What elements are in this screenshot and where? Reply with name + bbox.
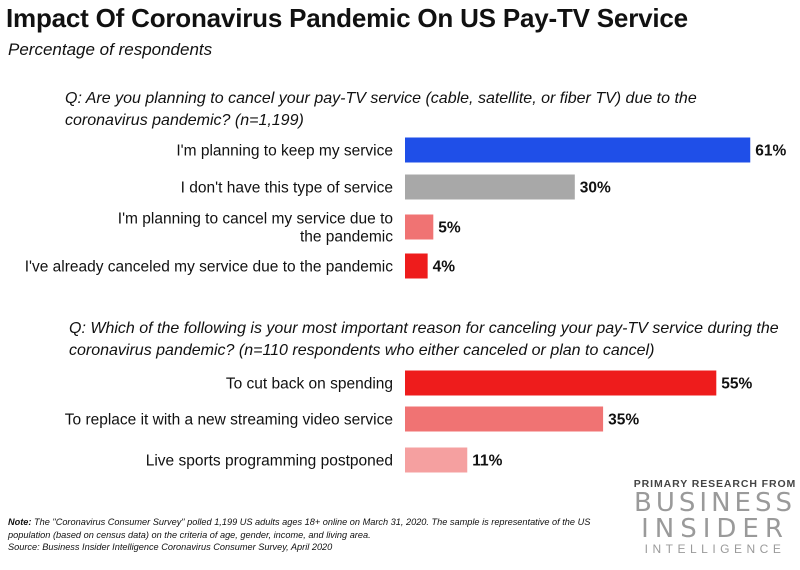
footnote: Note: The "Coronavirus Consumer Survey" … — [8, 516, 618, 554]
category-label-1-1: I'm planning to keep my service — [176, 143, 393, 160]
bar-1-4 — [405, 253, 428, 279]
category-label-2-3: Live sports programming postponed — [146, 453, 393, 470]
category-label-1-4: I've already canceled my service due to … — [25, 259, 394, 276]
bar-1-1 — [405, 137, 751, 163]
brand-name-line-3: INTELLIGENCE — [644, 542, 786, 556]
brand-tagline: PRIMARY RESEARCH FROM — [633, 478, 797, 490]
bar-2-3 — [405, 447, 468, 473]
question-1: Q: Are you planning to cancel your pay-T… — [65, 90, 697, 129]
value-label-1-4: 4% — [433, 259, 456, 276]
value-label-1-3: 5% — [438, 220, 461, 237]
value-label-1-1: 61% — [755, 143, 786, 160]
question-2: Q: Which of the following is your most i… — [69, 320, 779, 359]
bar-1-3 — [405, 214, 434, 240]
value-label-1-2: 30% — [580, 180, 611, 197]
source-text: Source: Business Insider Intelligence Co… — [8, 542, 333, 552]
bar-2-2 — [405, 406, 604, 432]
category-label-2-1: To cut back on spending — [226, 376, 393, 393]
value-label-2-3: 11% — [472, 453, 502, 470]
note-label: Note: — [8, 517, 32, 527]
brand-logo: PRIMARY RESEARCH FROM BUSINESS INSIDER I… — [630, 478, 800, 556]
value-label-2-1: 55% — [721, 376, 752, 393]
category-label-1-2: I don't have this type of service — [181, 180, 393, 197]
brand-name-line-1: BUSINESS — [634, 488, 796, 518]
bar-1-2 — [405, 174, 575, 200]
value-label-2-2: 35% — [608, 412, 639, 429]
chart-subtitle: Percentage of respondents — [8, 40, 213, 59]
category-label-1-3: I'm planning to cancel my service due to… — [118, 211, 393, 246]
note-text: The "Coronavirus Consumer Survey" polled… — [8, 517, 591, 540]
bar-2-1 — [405, 370, 717, 396]
brand-name-line-2: INSIDER — [641, 514, 789, 544]
chart-title: Impact Of Coronavirus Pandemic On US Pay… — [6, 3, 688, 33]
category-label-2-2: To replace it with a new streaming video… — [65, 412, 393, 429]
